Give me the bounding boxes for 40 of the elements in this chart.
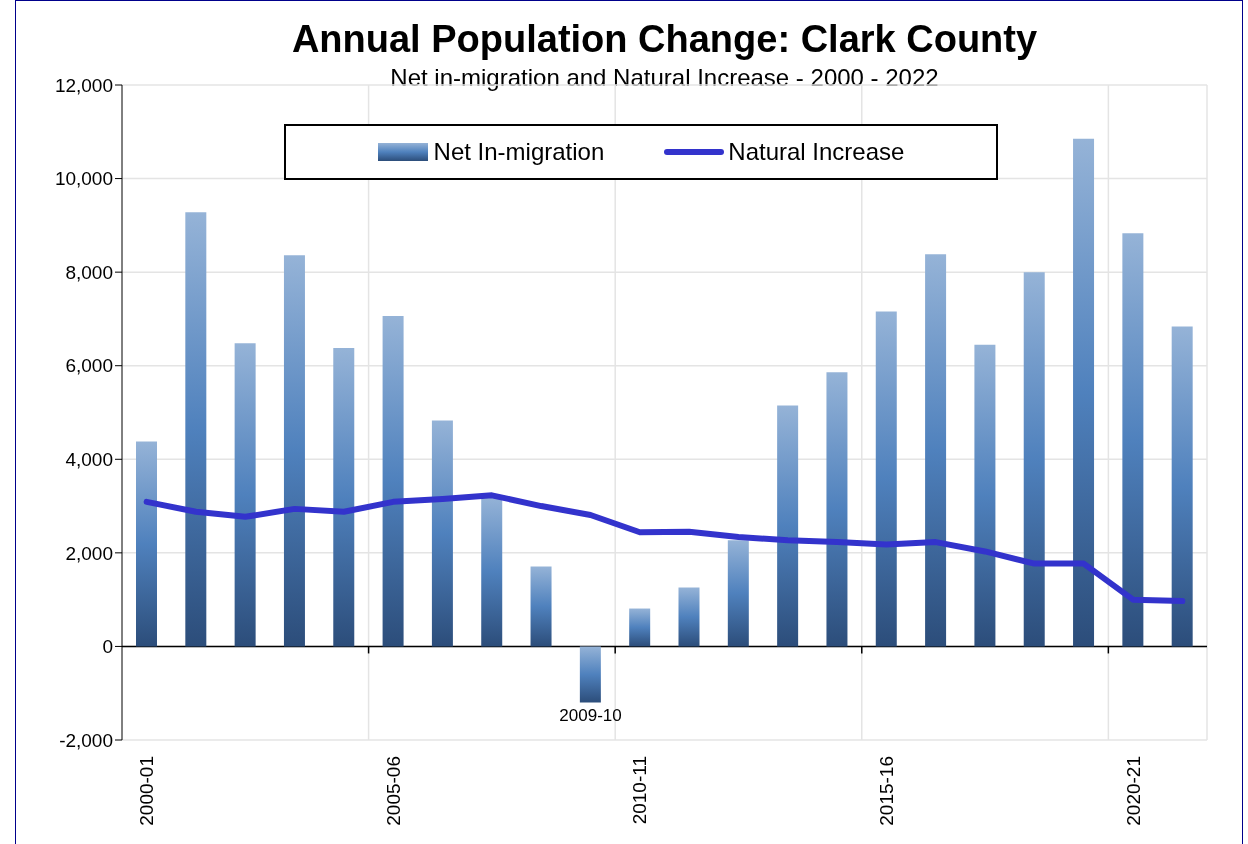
bar (185, 212, 207, 647)
bar (826, 372, 848, 647)
bar (481, 496, 503, 647)
legend-label: Natural Increase (728, 138, 905, 166)
x-tick-label: 2005-06 (382, 756, 404, 826)
x-tick-label: 2009-10 (559, 705, 622, 725)
x-tick-label: 2010-11 (629, 756, 651, 825)
bar (925, 254, 947, 647)
bar (1122, 233, 1144, 647)
bar (1073, 138, 1095, 647)
bar (431, 420, 453, 647)
bar (283, 255, 305, 647)
x-tick-label: 2015-16 (875, 756, 897, 826)
y-tick-label: 4,000 (65, 449, 113, 471)
bar (579, 646, 601, 703)
bar (727, 540, 749, 647)
bar (382, 316, 404, 647)
chart-title: Annual Population Change: Clark County (290, 17, 1039, 62)
y-tick-label: 10,000 (54, 168, 113, 190)
legend-label: Net In-migration (433, 138, 605, 166)
bar (974, 344, 996, 647)
chart-subtitle: Net in-migration and Natural Increase - 2000 - 2022 (389, 64, 940, 92)
y-tick-label: 0 (102, 636, 113, 658)
bar (1023, 272, 1045, 647)
bar (875, 311, 897, 647)
bar (678, 587, 700, 647)
bar (234, 343, 256, 647)
y-tick-label: 8,000 (65, 261, 113, 283)
x-tick-label: 2000-01 (136, 756, 158, 826)
bar (1171, 326, 1193, 647)
y-tick-label: 6,000 (65, 355, 113, 377)
y-tick-label: -2,000 (59, 729, 113, 751)
x-tick-label: 2020-21 (1122, 756, 1144, 826)
bar (629, 608, 651, 647)
bar (333, 347, 355, 647)
bar (136, 441, 157, 647)
bar (777, 405, 799, 647)
bar (530, 566, 552, 647)
y-tick-label: 2,000 (65, 542, 113, 564)
y-tick-label: 12,000 (54, 74, 113, 96)
